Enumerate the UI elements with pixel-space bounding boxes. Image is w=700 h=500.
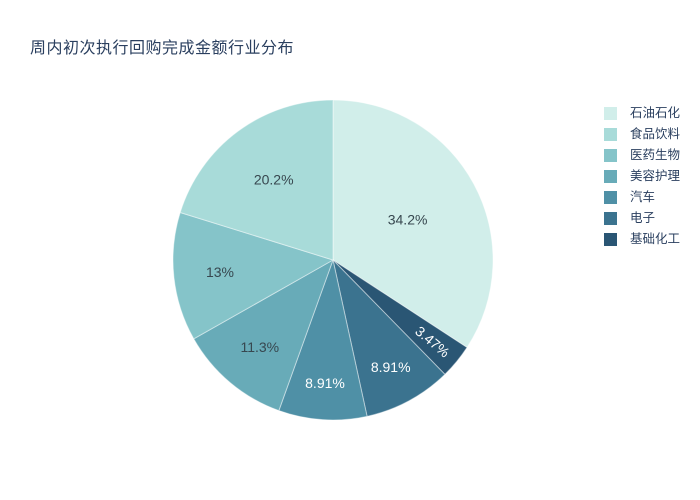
legend-item-汽车[interactable]: 汽车 [604,191,680,204]
legend-swatch [604,149,617,162]
pie-slice-label: 8.91% [371,359,411,375]
pie-slice-电子[interactable] [332,258,446,417]
legend: 石油石化食品饮料医药生物美容护理汽车电子基础化工 [604,107,680,246]
legend-label: 美容护理 [630,169,681,183]
legend-swatch [604,191,617,204]
legend-item-电子[interactable]: 电子 [604,212,680,225]
legend-item-医药生物[interactable]: 医药生物 [604,149,680,162]
legend-item-美容护理[interactable]: 美容护理 [604,170,680,183]
pie-slice-美容护理[interactable] [193,258,334,412]
legend-label: 食品饮料 [630,127,681,141]
pie-slice-汽车[interactable] [278,258,368,421]
pie-slice-label: 20.2% [254,172,294,188]
legend-item-食品饮料[interactable]: 食品饮料 [604,128,680,141]
legend-swatch [604,107,617,120]
pie-slice-label: 11.3% [240,339,279,355]
legend-label: 电子 [630,211,656,225]
chart-title: 周内初次执行回购完成金额行业分布 [30,40,295,57]
legend-label: 石油石化 [630,106,681,120]
pie-slice-label: 13% [206,264,234,280]
pie-slice-医药生物[interactable] [172,211,335,340]
legend-swatch [604,170,617,183]
legend-swatch [604,128,617,141]
legend-label: 医药生物 [630,148,681,162]
legend-swatch [604,233,617,246]
legend-label: 基础化工 [630,232,681,246]
legend-label: 汽车 [630,190,656,204]
pie-slice-label: 8.91% [305,375,345,391]
pie-slice-基础化工[interactable] [332,259,468,376]
legend-item-基础化工[interactable]: 基础化工 [604,233,680,246]
pie-slice-食品饮料[interactable] [179,99,334,261]
pie-slice-石油石化[interactable] [332,99,494,349]
legend-swatch [604,212,617,225]
pie-slice-label: 34.2% [388,212,428,228]
legend-item-石油石化[interactable]: 石油石化 [604,107,680,120]
